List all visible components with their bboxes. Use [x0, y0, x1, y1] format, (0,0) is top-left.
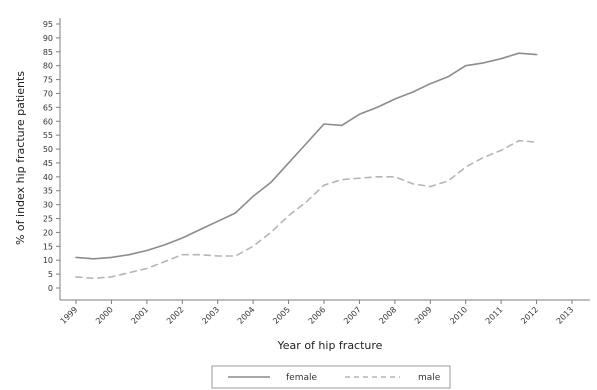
- legend: female male: [211, 365, 451, 389]
- x-tick-label: 2005: [271, 305, 292, 326]
- y-axis-ticks: 0 5 10 15 20 25 30 35 40 45 50 55 60 65 70 75 80 85 90 95: [43, 20, 60, 293]
- x-tick-label: 2009: [413, 305, 434, 326]
- y-tick-label: 55: [43, 131, 53, 140]
- y-tick-label: 70: [43, 89, 53, 98]
- y-tick-label: 65: [43, 103, 53, 112]
- y-tick-label: 25: [43, 215, 53, 224]
- legend-box: [211, 365, 451, 389]
- y-tick-label: 90: [43, 34, 53, 43]
- x-tick-label: 2003: [200, 305, 221, 326]
- y-tick-label: 95: [43, 20, 53, 29]
- y-tick-label: 75: [43, 76, 53, 85]
- y-tick-label: 5: [48, 270, 53, 279]
- y-tick-label: 10: [43, 256, 53, 265]
- x-tick-label: 2010: [448, 305, 469, 326]
- y-tick-label: 30: [43, 201, 53, 210]
- series-line-female: [75, 52, 538, 260]
- series-line-male: [75, 139, 538, 280]
- x-tick-label: 2011: [484, 305, 505, 326]
- y-tick-label: 20: [43, 228, 53, 237]
- x-tick-label: 1999: [59, 305, 80, 326]
- y-tick-label: 50: [43, 145, 53, 154]
- y-tick-label: 45: [43, 159, 53, 168]
- x-tick-label: 2001: [130, 305, 151, 326]
- x-tick-label: 2007: [342, 305, 363, 326]
- y-tick-label: 0: [48, 284, 53, 293]
- x-tick-label: 2008: [378, 305, 399, 326]
- x-tick-label: 2013: [555, 305, 576, 326]
- legend-label-male: male: [418, 373, 441, 383]
- x-tick-label: 2004: [236, 305, 257, 326]
- series-lines: [75, 52, 538, 280]
- x-tick-label: 2002: [165, 305, 186, 326]
- y-tick-label: 35: [43, 187, 53, 196]
- x-tick-label: 2006: [307, 305, 328, 326]
- x-axis-ticks: 1999 2000 2001 2002 2003 2004 2005 2006 2007 2008…: [59, 300, 576, 326]
- x-axis-label: Year of hip fracture: [277, 339, 383, 352]
- y-tick-label: 60: [43, 117, 53, 126]
- axes: 0 5 10 15 20 25 30 35 40 45 50 55 60 65 70 75 80 85 90 95 1…: [43, 18, 590, 326]
- x-tick-label: 2000: [94, 305, 115, 326]
- legend-label-female: female: [286, 373, 317, 383]
- y-tick-label: 85: [43, 48, 53, 57]
- y-tick-label: 40: [43, 173, 53, 182]
- y-tick-label: 15: [43, 242, 53, 251]
- x-tick-label: 2012: [519, 305, 540, 326]
- y-tick-label: 80: [43, 62, 53, 71]
- y-axis-label: % of index hip fracture patients: [14, 71, 27, 245]
